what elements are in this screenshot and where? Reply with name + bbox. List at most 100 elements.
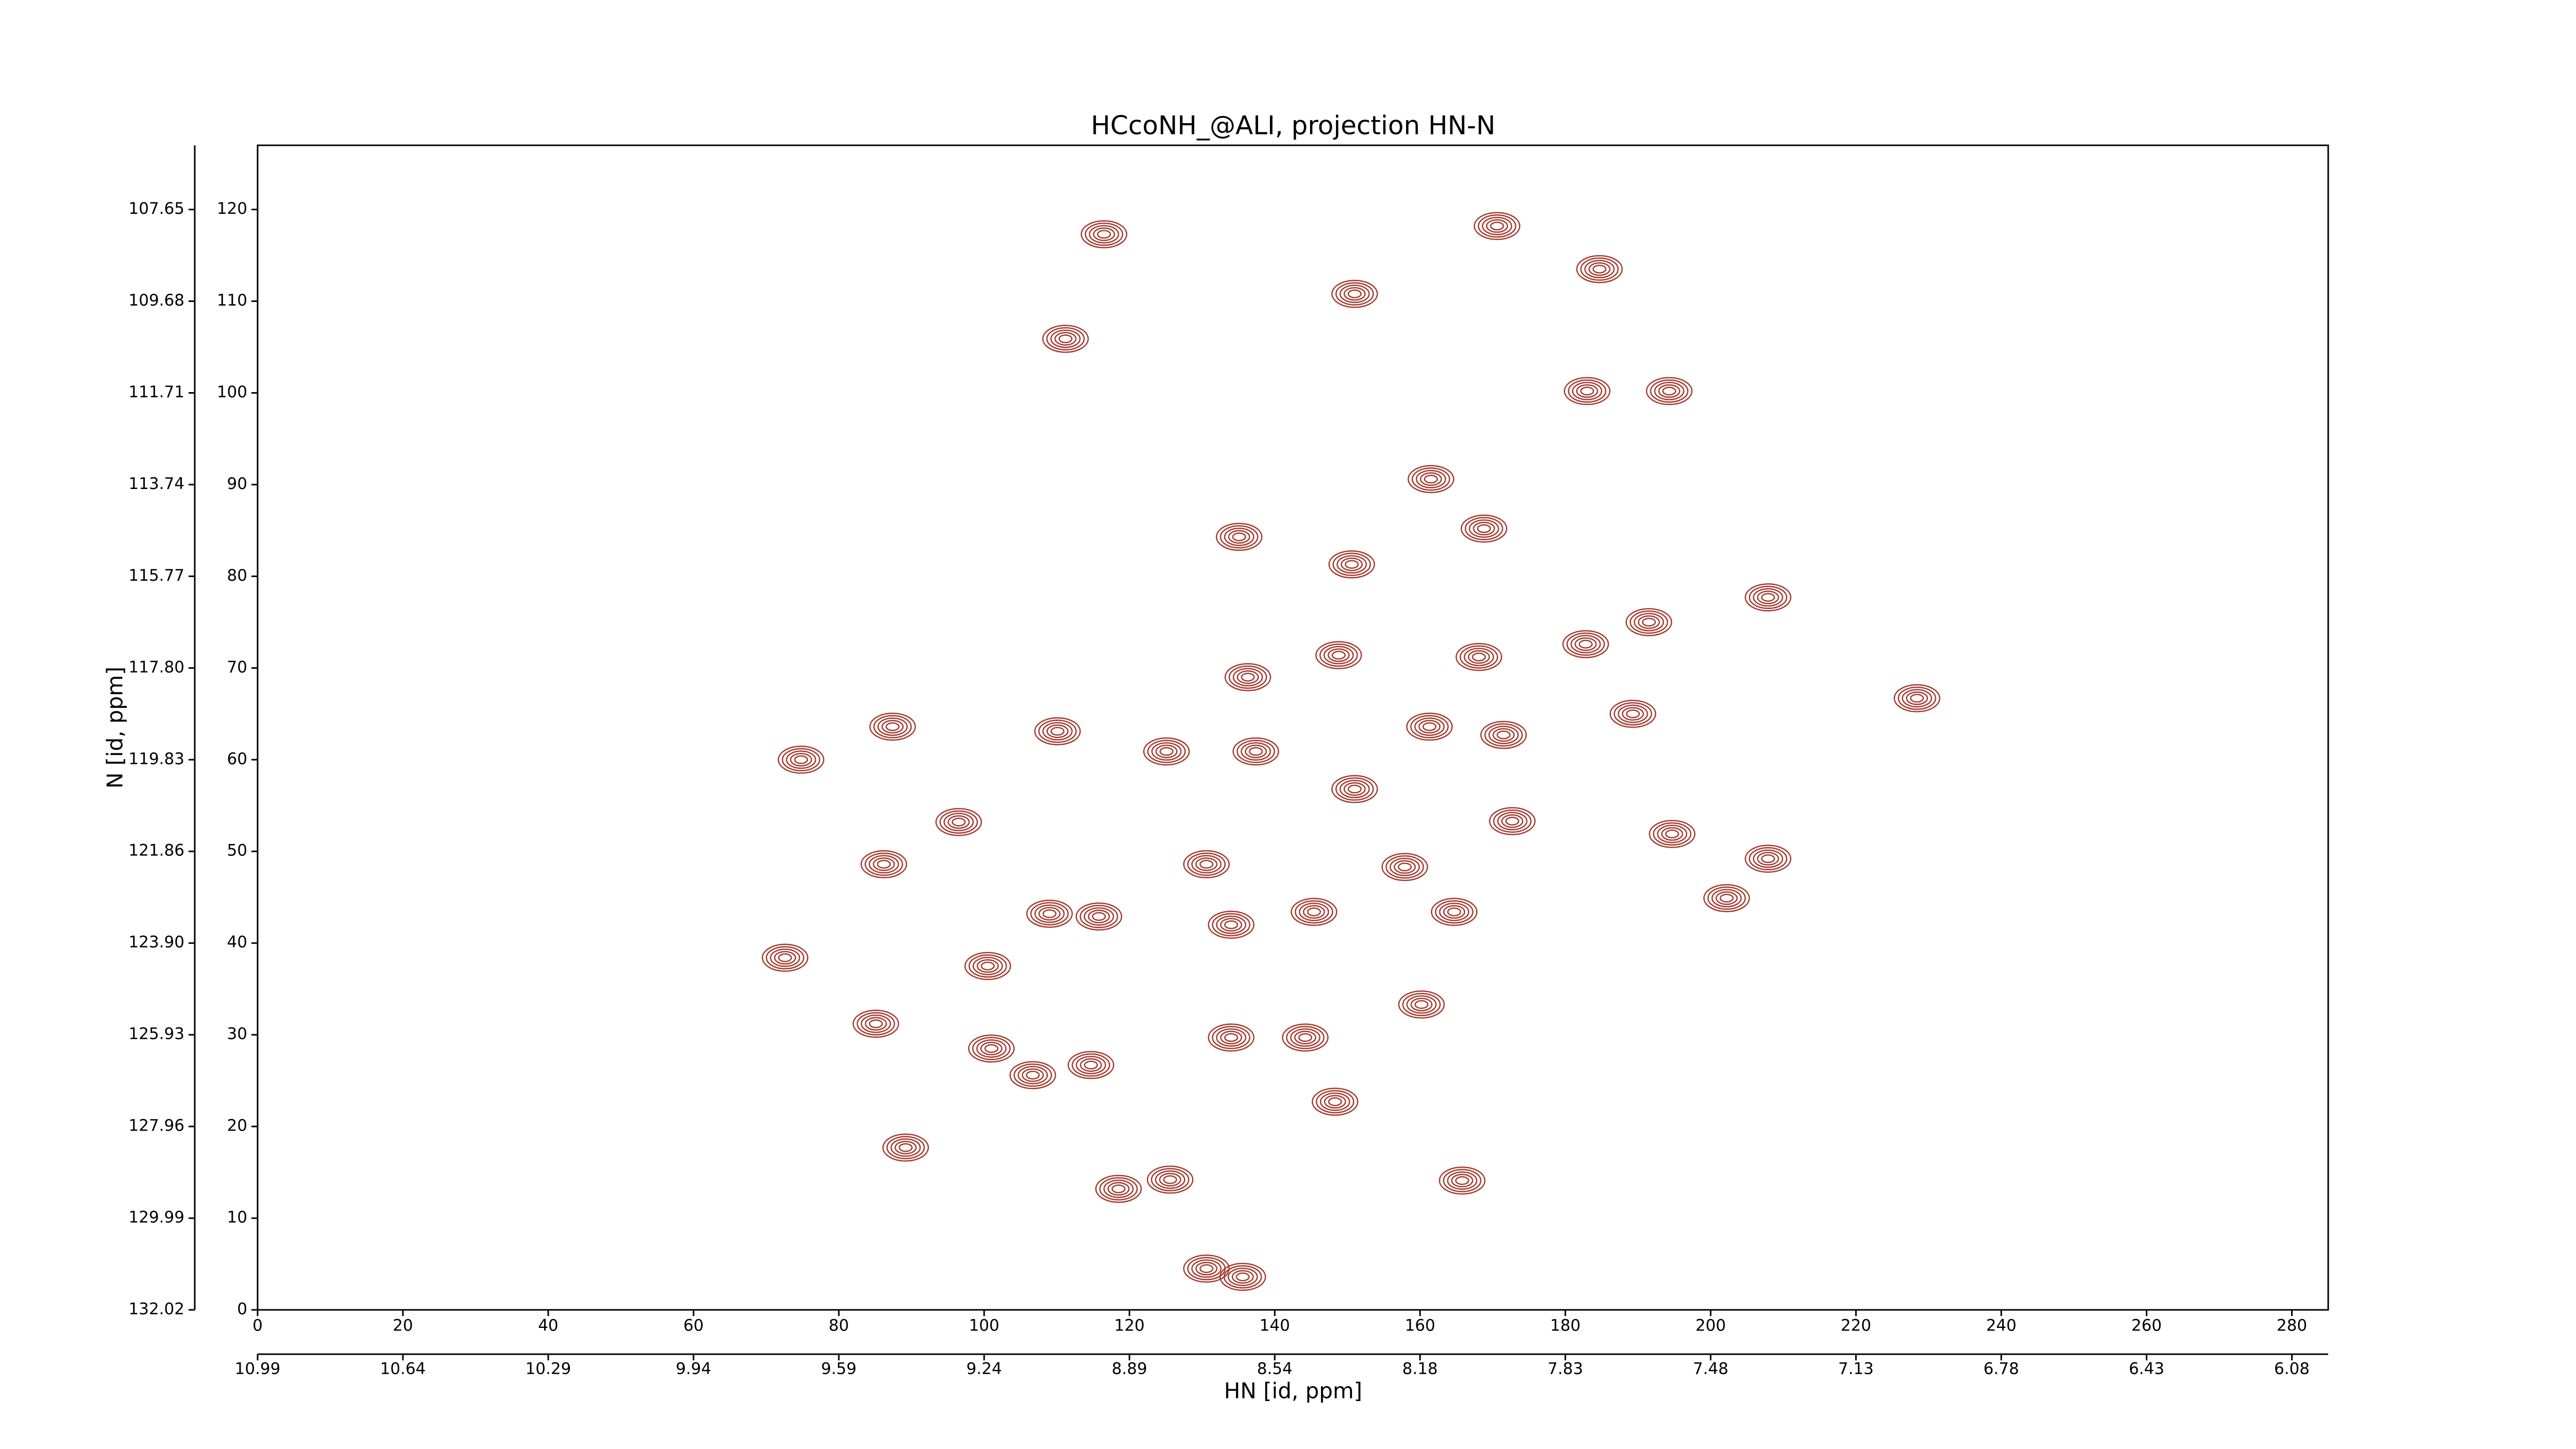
peak-contour xyxy=(1625,709,1640,718)
peak-contour xyxy=(869,712,916,741)
ppm-y-tick-label: 117.80 xyxy=(129,658,184,677)
peak-contour xyxy=(1646,377,1693,406)
peak-contour xyxy=(778,953,792,963)
peak-contour xyxy=(1159,747,1174,756)
peak-contour xyxy=(1231,1270,1254,1284)
peak-contour xyxy=(1079,1058,1102,1072)
peak-contour xyxy=(1298,902,1329,921)
peak-contour xyxy=(894,1140,917,1155)
peak-contour xyxy=(1576,384,1599,398)
peak-contour xyxy=(1291,898,1337,926)
peak-contour xyxy=(1216,915,1247,934)
peak-contour xyxy=(1054,332,1077,346)
peak-contour xyxy=(1050,329,1081,348)
peak-contour xyxy=(1076,1055,1106,1074)
peak-contour xyxy=(1220,1031,1243,1044)
peak-contour xyxy=(1327,648,1350,662)
peak-contour xyxy=(860,1014,891,1033)
peak-contour xyxy=(886,1136,925,1159)
peak-contour xyxy=(1649,820,1696,848)
peak-contour xyxy=(1580,257,1619,281)
ppm-y-tick-label: 132.02 xyxy=(129,1300,184,1319)
peak-contour xyxy=(1328,1097,1342,1106)
peak-contour xyxy=(1492,728,1515,742)
peak-contour xyxy=(1650,379,1689,403)
peak-contour xyxy=(1159,1173,1181,1187)
peak-contour xyxy=(1236,739,1275,763)
peak-contour xyxy=(1208,911,1255,939)
peak-contour xyxy=(1410,715,1449,738)
peak-contour xyxy=(777,746,825,774)
y-tick-label: 20 xyxy=(227,1117,247,1135)
peak-contour xyxy=(976,959,999,973)
x-axis-label: HN [id, ppm] xyxy=(1224,1378,1362,1404)
y-tick-label: 60 xyxy=(227,750,247,768)
peak-contour xyxy=(1588,262,1611,276)
peak-contour xyxy=(1439,902,1469,921)
y-tick-label: 30 xyxy=(227,1025,247,1043)
peak-contour xyxy=(1641,617,1656,627)
ppm-y-tick-label: 125.93 xyxy=(129,1025,184,1043)
y-tick-label: 90 xyxy=(227,475,247,493)
y-tick-label: 40 xyxy=(227,933,247,952)
peak-contour xyxy=(1290,1028,1320,1047)
peak-contour xyxy=(1753,849,1784,868)
peak-contour xyxy=(766,946,805,970)
peak-contour xyxy=(1042,909,1057,918)
peak-contour xyxy=(1438,1166,1486,1195)
peak-contour xyxy=(1505,816,1519,826)
peak-contour xyxy=(1418,720,1441,734)
ppm-x-tick-label: 7.13 xyxy=(1838,1360,1874,1378)
ppm-y-tick-label: 111.71 xyxy=(129,383,184,401)
peak-contour xyxy=(1042,722,1073,741)
peak-contour xyxy=(1009,1061,1056,1089)
peak-contour xyxy=(1472,521,1495,536)
peak-contour xyxy=(1398,990,1445,1019)
peak-contour xyxy=(1654,382,1685,400)
peak-contour xyxy=(1099,1177,1138,1201)
peak-contour xyxy=(1414,1000,1429,1009)
peak-contour xyxy=(1570,635,1601,653)
peak-contour xyxy=(1151,742,1182,761)
ppm-x-tick-label: 8.54 xyxy=(1257,1360,1293,1378)
peak-contour xyxy=(1579,639,1593,649)
peak-contour xyxy=(1034,904,1065,923)
peak-contour xyxy=(1385,855,1424,879)
x-tick-label: 60 xyxy=(683,1317,703,1335)
peak-contour xyxy=(1235,1272,1250,1282)
peak-contour xyxy=(1455,643,1502,671)
peak-contour xyxy=(1614,702,1652,726)
peak-contour xyxy=(1478,214,1517,238)
peak-contour xyxy=(1298,1033,1313,1042)
peak-contour xyxy=(984,1044,998,1053)
peak-contour xyxy=(1038,907,1061,921)
peak-contour xyxy=(1079,905,1118,929)
peak-contour xyxy=(1719,894,1734,903)
peak-contour xyxy=(1335,282,1374,306)
x-tick-label: 180 xyxy=(1550,1317,1581,1335)
peak-contour xyxy=(1195,1261,1218,1276)
peak-contour xyxy=(1381,853,1428,881)
peak-contour xyxy=(1111,1184,1126,1193)
peak-contour xyxy=(1146,1166,1194,1194)
peak-contour xyxy=(952,817,966,827)
peak-contour xyxy=(1661,827,1684,841)
x-tick-label: 200 xyxy=(1696,1317,1726,1335)
peak-contour xyxy=(972,956,1003,975)
peak-contour xyxy=(1219,1262,1266,1291)
ppm-x-tick-label: 9.24 xyxy=(967,1360,1002,1378)
peak-contour xyxy=(1574,637,1597,651)
peak-contour xyxy=(1187,852,1226,876)
ppm-x-tick-label: 10.99 xyxy=(235,1360,281,1378)
x-tick-label: 0 xyxy=(252,1317,263,1335)
peak-contour xyxy=(1232,737,1279,766)
peak-contour xyxy=(1431,898,1478,926)
peak-contour xyxy=(1103,1180,1134,1198)
peak-contour xyxy=(1465,517,1503,541)
peak-contour xyxy=(1618,704,1648,723)
peak-contour xyxy=(1295,900,1333,924)
peak-contour xyxy=(1910,694,1924,703)
ppm-x-tick-label: 6.43 xyxy=(2129,1360,2164,1378)
peak-contour xyxy=(1236,670,1259,684)
peak-contour xyxy=(865,1017,887,1031)
